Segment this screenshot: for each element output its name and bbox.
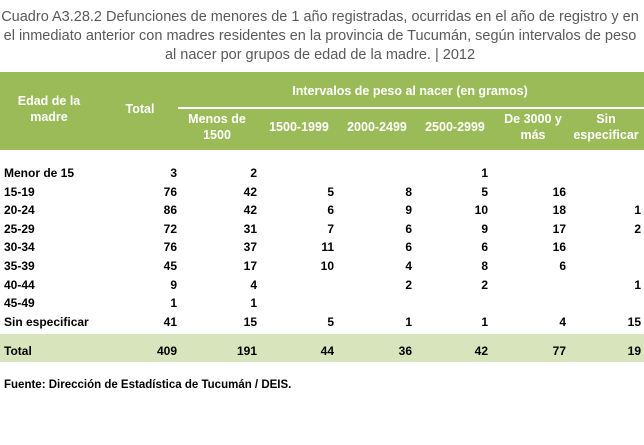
table-row: 20-24 86 42 6 9 10 18 1 (0, 201, 644, 219)
table-cell: 42 (243, 184, 257, 199)
table-cell: 76 (163, 240, 177, 255)
table-cell: 37 (243, 240, 257, 255)
table-row: 25-29 72 31 7 6 9 17 2 (0, 220, 644, 238)
table-cell: 6 (481, 240, 488, 255)
source-footnote: Fuente: Dirección de Estadística de Tucu… (4, 379, 292, 391)
table-cell: 2 (634, 221, 641, 236)
row-label: 45-49 (4, 296, 35, 311)
table-cell: 2 (405, 277, 412, 292)
table-cell: 41 (163, 314, 177, 329)
table-cell: 15 (627, 314, 641, 329)
header-col-sin-especificar: Sin especificar (573, 112, 639, 142)
row-label: 20-24 (4, 203, 35, 218)
total-cell: 36 (398, 344, 412, 358)
table-cell: 2 (250, 166, 257, 180)
table-header (0, 72, 644, 150)
header-divider (178, 107, 644, 109)
table-cell: 1 (634, 277, 641, 292)
table-cell: 4 (405, 259, 412, 273)
row-label: 40-44 (4, 277, 35, 292)
table-row: 15-19 76 42 5 8 5 16 (0, 183, 644, 201)
table-cell: 10 (474, 203, 488, 218)
header-col-3000-mas: De 3000 y más (504, 112, 562, 142)
header-age-group: Edad de la madre (17, 94, 81, 124)
table-cell: 16 (552, 184, 566, 199)
table-row: Menor de 15 3 2 1 (0, 164, 644, 182)
table-cell: 9 (170, 277, 177, 292)
table-row: 45-49 1 1 (0, 294, 644, 312)
total-cell: 42 (474, 344, 488, 358)
table-row: 40-44 9 4 2 2 1 (0, 276, 644, 294)
total-row-background (0, 334, 644, 362)
table-title: Cuadro A3.28.2 Defunciones de menores de… (1, 9, 639, 63)
table-cell: 5 (327, 314, 334, 329)
table-cell: 6 (327, 203, 334, 218)
table-cell: 45 (163, 259, 177, 273)
table-cell: 17 (243, 259, 257, 273)
total-cell: 77 (552, 344, 566, 358)
table-cell: 1 (481, 166, 488, 180)
table-cell: 76 (163, 184, 177, 199)
row-label: 25-29 (4, 221, 35, 236)
header-col-2000-2499: 2000-2499 (347, 120, 407, 134)
total-cell: 409 (156, 344, 177, 358)
total-cell: 44 (320, 344, 334, 358)
total-cell: 191 (236, 344, 257, 358)
table-cell: 1 (405, 314, 412, 329)
table-cell: 3 (170, 166, 177, 180)
table-cell: 31 (243, 221, 257, 236)
row-label: 30-34 (4, 240, 35, 255)
table-cell: 1 (250, 296, 257, 311)
table-cell: 16 (552, 240, 566, 255)
table-cell: 86 (163, 203, 177, 218)
table-cell: 1 (481, 314, 488, 329)
table-cell: 1 (634, 203, 641, 218)
table-cell: 7 (327, 221, 334, 236)
table-cell: 2 (481, 277, 488, 292)
header-col-menos-1500: Menos de 1500 (188, 112, 246, 142)
table-cell: 4 (559, 314, 566, 329)
table-cell: 4 (250, 277, 257, 292)
row-label: Sin especificar (4, 314, 89, 329)
table-cell: 5 (481, 184, 488, 199)
table-cell: 9 (481, 221, 488, 236)
table-cell: 5 (327, 184, 334, 199)
table-cell: 17 (552, 221, 566, 236)
row-label: 35-39 (4, 259, 35, 273)
total-cell: 19 (627, 344, 641, 358)
table-row: 35-39 45 17 10 4 8 6 (0, 257, 644, 275)
row-label: Menor de 15 (4, 166, 75, 180)
table-row: 30-34 76 37 11 6 6 16 (0, 238, 644, 256)
table-cell: 8 (405, 184, 412, 199)
row-label: 15-19 (4, 184, 35, 199)
header-col-2500-2999: 2500-2999 (425, 120, 485, 134)
table-cell: 18 (552, 203, 566, 218)
table-cell: 42 (243, 203, 257, 218)
table-row: Sin especificar 41 15 5 1 1 4 15 (0, 313, 644, 331)
table-cell: 6 (405, 240, 412, 255)
table-cell: 72 (163, 221, 177, 236)
header-intervals-title: Intervalos de peso al nacer (en gramos) (292, 84, 528, 98)
table-cell: 6 (559, 259, 566, 273)
table-cell: 6 (405, 221, 412, 236)
table-cell: 8 (481, 259, 488, 273)
header-col-1500-1999: 1500-1999 (269, 120, 329, 134)
total-row-label: Total (4, 344, 32, 358)
header-total: Total (125, 102, 155, 116)
table-cell: 15 (243, 314, 257, 329)
total-row: Total 409 191 44 36 42 77 19 (0, 342, 644, 360)
table-cell: 1 (170, 296, 177, 311)
table-cell: 10 (320, 259, 334, 273)
table-cell: 9 (405, 203, 412, 218)
table-cell: 11 (321, 240, 334, 255)
